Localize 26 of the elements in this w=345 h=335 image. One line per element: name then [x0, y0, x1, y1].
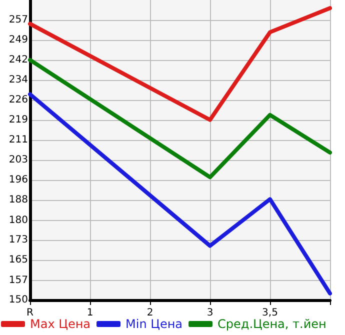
y-tick-label: 150	[8, 294, 28, 306]
y-tick-label: 173	[8, 234, 28, 246]
y-tick-label: 219	[8, 114, 28, 126]
legend-label: Сред.Цена, т.йен	[218, 317, 326, 331]
y-tick-label: 249	[8, 34, 28, 46]
y-tick-label: 157	[8, 275, 28, 286]
y-tick-label: 180	[8, 214, 28, 226]
x-tick-label: R	[26, 308, 34, 318]
x-tick-label: 1	[86, 308, 94, 318]
y-tick-label: 234	[8, 74, 28, 86]
y-tick-label: 257	[8, 14, 28, 26]
y-tick-label: 211	[8, 134, 28, 146]
legend-label: Min Цена	[126, 317, 183, 331]
legend-label: Max Цена	[30, 317, 91, 331]
x-tick-label: 2	[146, 308, 154, 318]
y-tick-label: 226	[8, 94, 28, 106]
y-tick-label: 196	[8, 174, 28, 186]
x-tick-label: 3,5	[262, 308, 278, 318]
y-tick-label: 188	[8, 194, 28, 206]
line-series	[28, 58, 332, 180]
line-series	[28, 6, 332, 122]
line-series	[28, 92, 332, 296]
x-tick-label: 3	[206, 308, 214, 318]
y-tick-label: 165	[8, 254, 28, 266]
y-tick-label: 203	[8, 154, 28, 166]
y-tick-label: 242	[8, 54, 28, 66]
